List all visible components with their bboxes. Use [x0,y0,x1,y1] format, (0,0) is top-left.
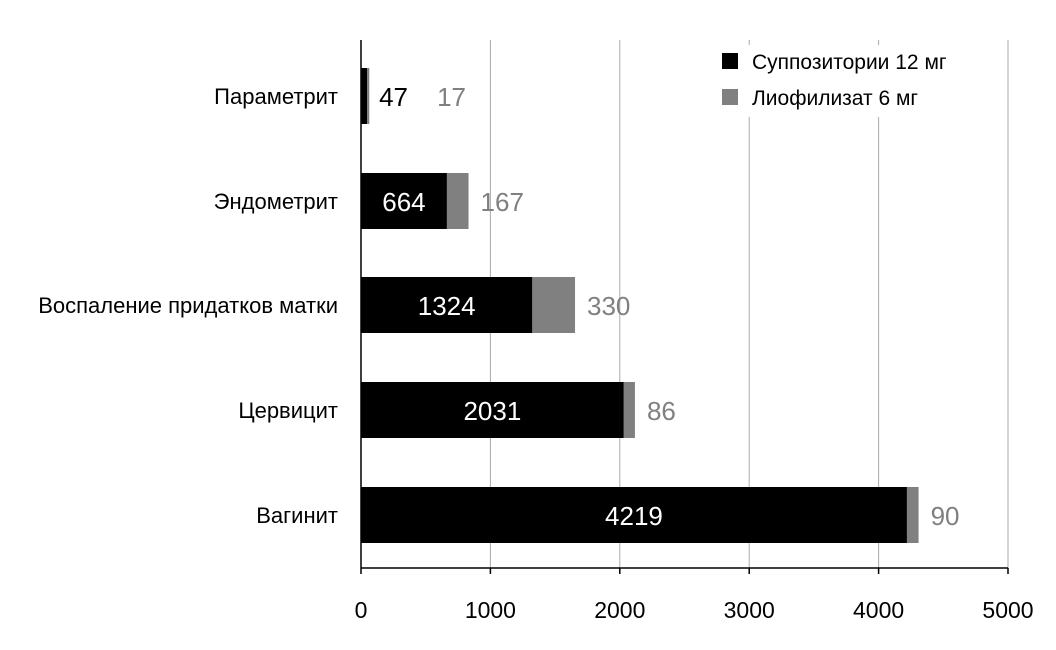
bar-lyophilizate-1 [446,173,469,229]
x-tick-label-4000: 4000 [853,597,904,623]
bars [361,68,919,543]
legend-background [705,45,1005,117]
value-label-suppositories-4: 4219 [605,501,663,531]
bar-lyophilizate-3 [623,382,635,438]
category-labels: Параметрит Эндометрит Воспаление придатков… [38,84,338,528]
value-label-suppositories-2: 1324 [418,291,476,321]
value-label-suppositories-3: 2031 [463,396,521,426]
value-label-lyophilizate-0: 17 [437,82,466,112]
data-labels: 47 17 664 167 1324 330 2031 86 4219 90 [379,82,959,531]
bar-lyophilizate-0 [367,68,370,124]
legend-swatch-suppositories [722,53,738,69]
value-label-lyophilizate-3: 86 [647,396,676,426]
x-tick-label-5000: 5000 [982,597,1033,623]
bar-suppositories-3 [361,382,624,438]
bar-suppositories-1 [361,173,447,229]
gridlines [489,40,1009,568]
x-tick-label-2000: 2000 [594,597,645,623]
x-axis: 0 1000 2000 3000 4000 5000 [355,40,1034,623]
bar-suppositories-0 [361,68,368,124]
bar-lyophilizate-4 [906,487,919,543]
category-label-4: Вагинит [256,503,338,528]
legend-swatch-lyophilizate [722,89,738,105]
bar-suppositories-4 [361,487,907,543]
value-label-lyophilizate-4: 90 [931,501,960,531]
value-label-suppositories-1: 664 [382,187,425,217]
bar-suppositories-2 [361,277,533,333]
value-label-suppositories-0: 47 [379,82,408,112]
category-label-1: Эндометрит [214,189,338,214]
x-tick-label-1000: 1000 [465,597,516,623]
x-tick-label-3000: 3000 [724,597,775,623]
x-tick-label-0: 0 [355,597,368,623]
legend-label-lyophilizate: Лиофилизат 6 мг [752,87,918,110]
category-label-2: Воспаление придатков матки [38,293,338,318]
legend: Суппозитории 12 мг Лиофилизат 6 мг [705,45,1005,117]
category-label-0: Параметрит [214,84,338,109]
category-label-3: Цервицит [238,398,338,423]
legend-label-suppositories: Суппозитории 12 мг [752,51,947,74]
value-label-lyophilizate-2: 330 [587,291,630,321]
bar-lyophilizate-2 [532,277,576,333]
value-label-lyophilizate-1: 167 [481,187,524,217]
